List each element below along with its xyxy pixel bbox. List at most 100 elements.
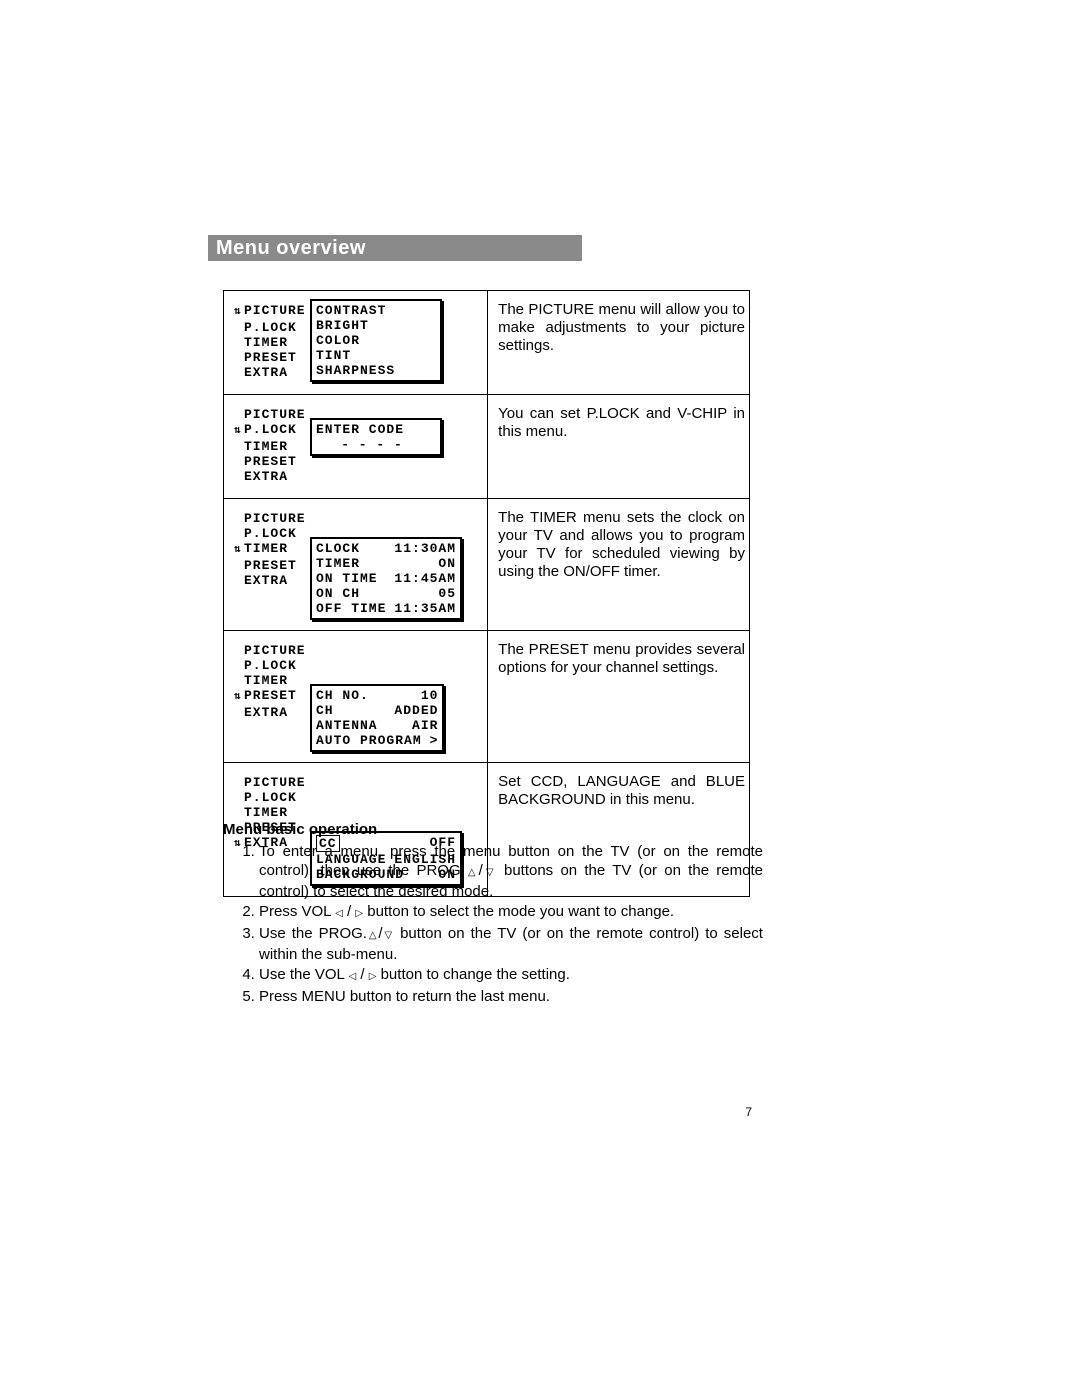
- menu-nav-label: PICTURE: [244, 407, 306, 422]
- menu-nav-label: P.LOCK: [244, 320, 297, 335]
- menu-nav-item: PICTURE: [234, 303, 310, 320]
- spacer-icon: [234, 511, 244, 526]
- menu-nav-item: P.LOCK: [234, 320, 310, 335]
- menu-nav-item: P.LOCK: [234, 790, 310, 805]
- submenu-label: TIMER: [316, 556, 368, 571]
- submenu-label: ON TIME: [316, 571, 386, 586]
- submenu-row: SHARPNESS: [316, 363, 436, 378]
- submenu-value: 11:30AM: [394, 541, 456, 556]
- submenu-panel: CLOCK 11:30AMTIMERONON TIME 11:45AM ON CH 05…: [310, 537, 462, 620]
- menu-nav-item: PRESET: [234, 558, 310, 573]
- menu-nav-item: P.LOCK: [234, 658, 310, 673]
- submenu-label: ON CH: [316, 586, 368, 601]
- menu-nav-item: TIMER: [234, 439, 310, 454]
- submenu-row: CH ADDED: [316, 703, 438, 718]
- menu-nav-label: TIMER: [244, 335, 288, 350]
- spacer-icon: [234, 320, 244, 335]
- submenu-row: TIMERON: [316, 556, 456, 571]
- spacer-icon: [234, 469, 244, 484]
- menu-nav-item: PRESET: [234, 454, 310, 469]
- submenu-row: CLOCK 11:30AM: [316, 541, 456, 556]
- menu-nav-label: PICTURE: [244, 511, 306, 526]
- triangle-left-icon: [335, 903, 343, 920]
- submenu-label: AUTO PROGRAM: [316, 733, 430, 748]
- page-number: 7: [745, 1105, 752, 1119]
- submenu-row: CONTRAST: [316, 303, 436, 318]
- submenu-value: 11:45AM: [394, 571, 456, 586]
- menu-nav-item: EXTRA: [234, 365, 310, 380]
- menu-nav-label: TIMER: [244, 673, 288, 688]
- submenu-label: COLOR: [316, 333, 368, 348]
- menu-nav-label: EXTRA: [244, 469, 288, 484]
- menu-description: The TIMER menu sets the clock on your TV…: [488, 499, 750, 631]
- triangle-up-icon: [367, 925, 378, 942]
- menu-nav-item: EXTRA: [234, 705, 310, 720]
- submenu-label: BRIGHT: [316, 318, 377, 333]
- menu-nav-item: PICTURE: [234, 775, 310, 790]
- spacer-icon: [234, 335, 244, 350]
- triangle-right-icon: [355, 903, 363, 920]
- menu-nav-label: EXTRA: [244, 705, 288, 720]
- menu-nav-item: PRESET: [234, 350, 310, 365]
- menu-nav-label: PICTURE: [244, 643, 306, 658]
- operations-section: Menu basic operation To enter a menu, pr…: [223, 820, 763, 1007]
- menu-nav-label: P.LOCK: [244, 790, 297, 805]
- menu-nav-item: EXTRA: [234, 469, 310, 484]
- submenu-value: ADDED: [394, 703, 438, 718]
- spacer-icon: [234, 643, 244, 658]
- menu-nav-label: PRESET: [244, 558, 297, 573]
- menu-nav-label: P.LOCK: [244, 526, 297, 541]
- submenu-label: CH: [316, 703, 342, 718]
- spacer-icon: [234, 558, 244, 573]
- spacer-icon: [234, 526, 244, 541]
- menu-nav-item: P.LOCK: [234, 422, 310, 439]
- triangle-down-icon: [483, 862, 497, 879]
- triangle-down-icon: [383, 925, 394, 942]
- menu-nav-item: PRESET: [234, 688, 310, 705]
- menu-nav-label: P.LOCK: [244, 422, 297, 437]
- menu-nav-item: P.LOCK: [234, 526, 310, 541]
- submenu-row: AUTO PROGRAM>: [316, 733, 438, 748]
- submenu-row: ANTENNAAIR: [316, 718, 438, 733]
- spacer-icon: [234, 658, 244, 673]
- submenu-panel: ENTER CODE- - - -: [310, 418, 442, 456]
- menu-nav-label: PRESET: [244, 350, 297, 365]
- menu-overview-table: PICTUREP.LOCKTIMERPRESETEXTRACONTRASTBRI…: [223, 290, 750, 897]
- triangle-right-icon: [369, 966, 377, 983]
- operations-step: To enter a menu, press the menu button o…: [259, 842, 763, 901]
- menu-nav-label: PRESET: [244, 688, 297, 703]
- menu-nav-item: TIMER: [234, 335, 310, 350]
- submenu-row: BRIGHT: [316, 318, 436, 333]
- menu-nav-label: EXTRA: [244, 573, 288, 588]
- menu-nav-item: PICTURE: [234, 407, 310, 422]
- submenu-label: CLOCK: [316, 541, 368, 556]
- submenu-panel: CONTRASTBRIGHTCOLORTINTSHARPNESS: [310, 299, 442, 382]
- triangle-left-icon: [349, 966, 357, 983]
- spacer-icon: [234, 439, 244, 454]
- submenu-value: 05: [438, 586, 456, 601]
- submenu-label: - - - -: [341, 437, 411, 452]
- menu-nav-label: TIMER: [244, 439, 288, 454]
- menu-nav-item: TIMER: [234, 541, 310, 558]
- submenu-label: ENTER CODE: [316, 422, 412, 437]
- spacer-icon: [234, 705, 244, 720]
- menu-nav-label: P.LOCK: [244, 658, 297, 673]
- submenu-label: TINT: [316, 348, 359, 363]
- spacer-icon: [234, 790, 244, 805]
- spacer-icon: [234, 350, 244, 365]
- submenu-row: ENTER CODE: [316, 422, 436, 437]
- spacer-icon: [234, 805, 244, 820]
- submenu-value: 10: [421, 688, 439, 703]
- updown-arrow-icon: [234, 541, 244, 556]
- submenu-row: TINT: [316, 348, 436, 363]
- menu-nav-item: PICTURE: [234, 511, 310, 526]
- menu-nav-item: PICTURE: [234, 643, 310, 658]
- submenu-row: ON TIME 11:45AM: [316, 571, 456, 586]
- submenu-row: COLOR: [316, 333, 436, 348]
- menu-description: You can set P.LOCK and V-CHIP in this me…: [488, 395, 750, 499]
- spacer-icon: [234, 573, 244, 588]
- operations-step: Use the VOL / button to change the setti…: [259, 965, 763, 986]
- menu-nav-label: TIMER: [244, 541, 288, 556]
- menu-description: The PRESET menu provides several options…: [488, 631, 750, 763]
- operations-title: Menu basic operation: [223, 820, 763, 839]
